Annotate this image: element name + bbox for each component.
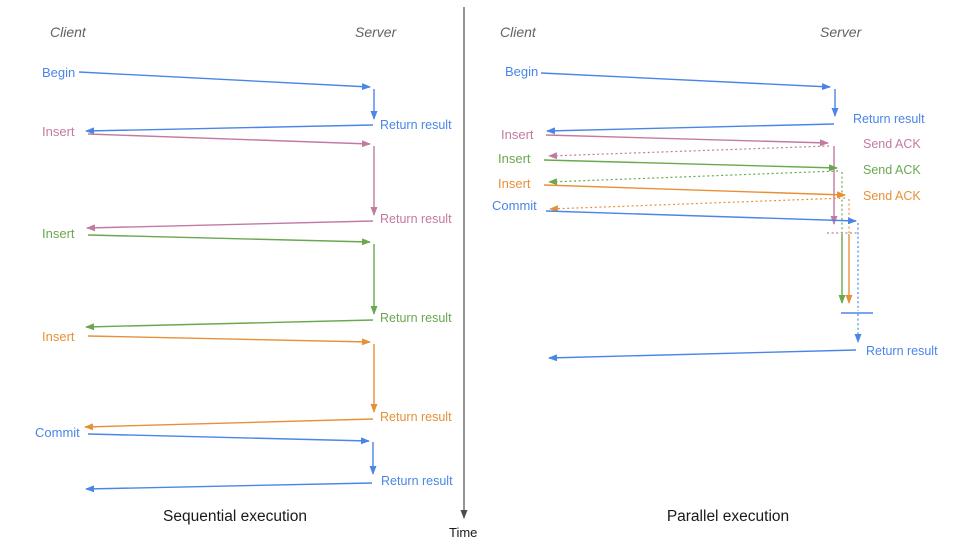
- parallel-caption: Parallel execution: [667, 508, 789, 525]
- par-begin-label: Begin: [505, 64, 538, 79]
- par-commit-label: Commit: [492, 198, 537, 213]
- sequential-panel: Client Server Begin Return result Insert…: [35, 24, 453, 525]
- seq-insert2-request-arrow: [87, 234, 371, 246]
- par-commit-result-label: Return result: [866, 344, 938, 358]
- par-begin-result-label: Return result: [853, 112, 925, 126]
- par-insert3-ack-arrow: [549, 197, 846, 213]
- seq-begin-request-arrow: [78, 71, 371, 91]
- seq-insert1-return-arrow: [86, 220, 374, 232]
- par-commit-return-arrow: [548, 349, 857, 362]
- par-begin-request-arrow: [540, 72, 831, 91]
- par-insert1-ack-label: Send ACK: [863, 137, 921, 151]
- par-insert2-request-arrow: [543, 159, 838, 172]
- par-server-label: Server: [820, 24, 863, 40]
- seq-insert3-request-arrow: [87, 335, 371, 346]
- seq-insert3-return-arrow: [84, 418, 374, 431]
- seq-insert2-return-arrow: [85, 319, 374, 331]
- seq-begin-result-label: Return result: [380, 118, 452, 132]
- seq-server-label: Server: [355, 24, 398, 40]
- seq-insert3-label: Insert: [42, 329, 75, 344]
- par-insert3-label: Insert: [498, 176, 531, 191]
- par-client-label: Client: [500, 24, 537, 40]
- seq-commit-label: Commit: [35, 425, 80, 440]
- par-insert1-label: Insert: [501, 127, 534, 142]
- parallel-panel: Client Server Begin Return result Insert…: [492, 24, 938, 525]
- par-insert1-ack-arrow: [548, 145, 830, 160]
- seq-insert1-request-arrow: [87, 133, 371, 148]
- seq-insert2-label: Insert: [42, 226, 75, 241]
- time-axis-label: Time: [449, 525, 477, 540]
- seq-insert3-result-label: Return result: [380, 410, 452, 424]
- par-insert3-request-arrow: [543, 184, 846, 199]
- seq-commit-request-arrow: [87, 433, 370, 445]
- par-insert2-ack-arrow: [548, 170, 839, 186]
- seq-client-label: Client: [50, 24, 87, 40]
- seq-insert1-result-label: Return result: [380, 212, 452, 226]
- seq-insert2-result-label: Return result: [380, 311, 452, 325]
- seq-commit-result-label: Return result: [381, 474, 453, 488]
- seq-insert1-label: Insert: [42, 124, 75, 139]
- par-begin-return-arrow: [546, 123, 835, 135]
- par-commit-request-arrow: [545, 210, 857, 225]
- par-insert3-ack-label: Send ACK: [863, 189, 921, 203]
- time-axis: Time: [449, 7, 477, 540]
- seq-begin-label: Begin: [42, 65, 75, 80]
- sequential-caption: Sequential execution: [163, 508, 307, 525]
- par-insert2-ack-label: Send ACK: [863, 163, 921, 177]
- seq-commit-return-arrow: [85, 482, 373, 493]
- seq-begin-return-arrow: [85, 124, 374, 135]
- par-insert2-label: Insert: [498, 151, 531, 166]
- par-insert1-request-arrow: [545, 134, 829, 147]
